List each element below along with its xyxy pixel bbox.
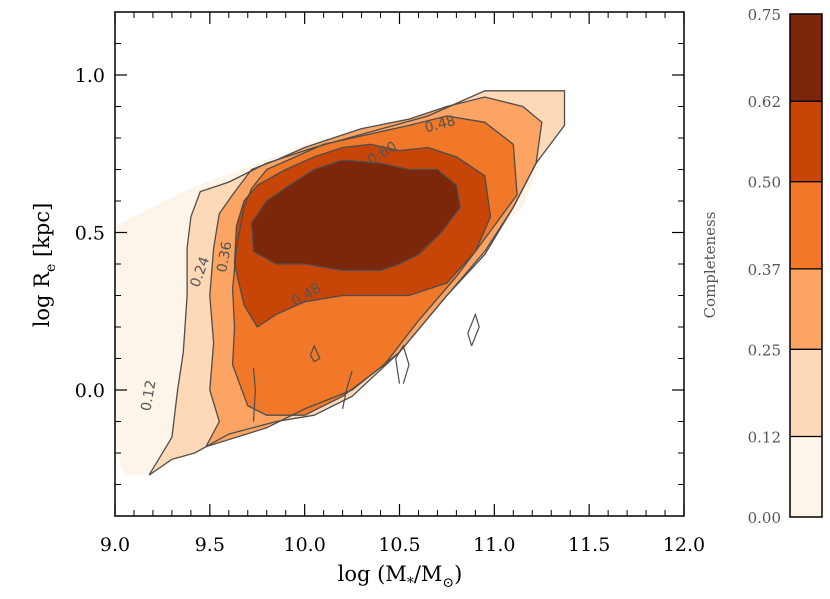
colorbar-tick-label: 0.37 xyxy=(748,261,781,279)
y-tick-label: 0.0 xyxy=(75,380,105,402)
colorbar-band xyxy=(790,101,822,182)
x-tick-label: 9.0 xyxy=(100,534,130,556)
contour-line-level-2 xyxy=(204,96,543,448)
y-tick-label: 1.0 xyxy=(75,65,105,87)
contour-line-level-3 xyxy=(231,115,518,416)
y-axis: 0.0 0.5 1.0 xyxy=(75,43,684,485)
x-tick-label: 12.0 xyxy=(663,534,705,556)
contour-region-level-5 xyxy=(251,160,461,271)
x-axis-label: log (M*/M⊙) xyxy=(338,562,463,591)
x-tick-label: 10.5 xyxy=(378,534,420,556)
contour-line-level-4 xyxy=(233,143,492,328)
x-tick-label: 11.0 xyxy=(473,534,515,556)
colorbar-band xyxy=(790,349,822,437)
contour-line-fragment xyxy=(342,370,353,410)
x-tick-label: 9.5 xyxy=(195,534,225,556)
contour-line-level-5 xyxy=(250,159,461,271)
contour-line-fragment xyxy=(395,344,410,384)
contour-label: 0.48 xyxy=(423,113,457,137)
colorbar-tick-label: 0.12 xyxy=(748,429,781,447)
colorbar-band xyxy=(790,14,822,102)
contour-line-fragment xyxy=(252,367,257,422)
x-tick-label: 10.0 xyxy=(284,534,326,556)
contour-line-fragment xyxy=(467,312,480,347)
y-axis-label: log Re [kpc] xyxy=(30,203,59,328)
contour-line-fragment xyxy=(309,344,321,363)
colorbar-band xyxy=(790,181,822,269)
colorbar-label: Completeness xyxy=(701,212,719,319)
colorbar: 0.00 0.12 0.25 0.37 0.50 0.62 0.75 xyxy=(748,6,823,527)
y-tick-label: 0.5 xyxy=(75,223,105,245)
colorbar-tick-label: 0.50 xyxy=(748,174,781,192)
x-tick-label: 11.5 xyxy=(568,534,610,556)
contour-label: 0.12 xyxy=(138,379,159,412)
colorbar-tick-label: 0.25 xyxy=(748,341,781,359)
colorbar-tick-label: 0.62 xyxy=(748,93,781,111)
x-axis: 9.0 9.5 10.0 10.5 11.0 11.5 12.0 xyxy=(100,12,705,556)
colorbar-band xyxy=(790,436,822,517)
contour-label: 0.36 xyxy=(214,240,235,274)
colorbar-tick-label: 0.75 xyxy=(748,6,781,24)
colorbar-band xyxy=(790,268,822,350)
contour-line-level-1 xyxy=(148,90,566,476)
colorbar-tick-label: 0.00 xyxy=(748,509,781,527)
contour-lines xyxy=(148,90,566,476)
colorbar-frame xyxy=(789,13,823,518)
